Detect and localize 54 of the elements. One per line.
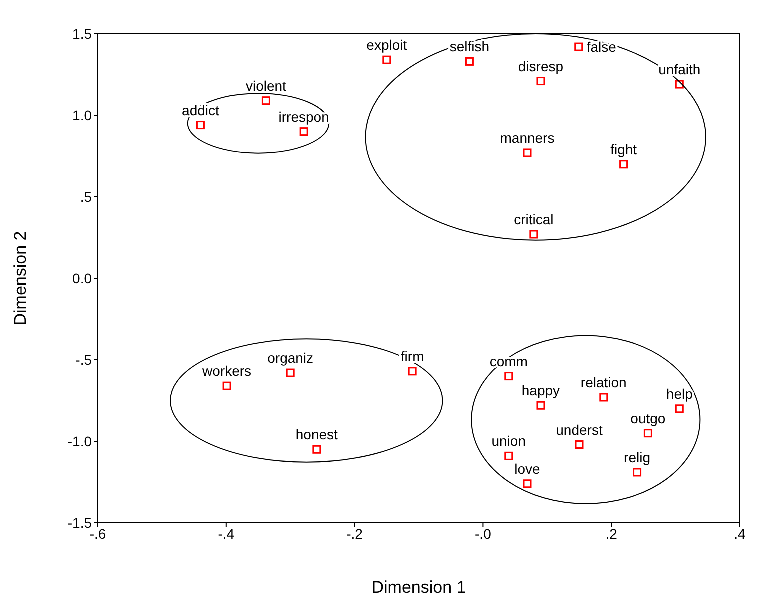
point	[504, 372, 514, 381]
annotation: fight	[610, 141, 638, 158]
point	[523, 480, 532, 488]
x-tick-label: .2	[606, 526, 618, 542]
point	[504, 452, 514, 460]
point	[300, 128, 308, 136]
annotation: relation	[580, 374, 627, 390]
annotation: manners	[500, 130, 555, 146]
point	[536, 77, 546, 86]
point	[600, 393, 608, 402]
annotation: workers	[202, 363, 252, 380]
point	[675, 80, 684, 89]
point	[382, 56, 392, 64]
y-tick-label: -1.0	[68, 433, 92, 450]
annotation: underst	[556, 422, 603, 438]
annotation: exploit	[366, 37, 408, 54]
y-tick-label: 0.0	[72, 270, 92, 286]
annotation: false	[586, 39, 617, 56]
x-tick-label: -.2	[346, 526, 364, 542]
annotation: help	[666, 386, 694, 402]
point	[620, 160, 628, 169]
x-axis-title: Dimension 1	[372, 578, 466, 597]
annotation: love	[514, 460, 541, 477]
point	[465, 57, 474, 66]
annotation: firm	[400, 348, 424, 364]
point	[644, 429, 652, 438]
annotation: selfish	[450, 38, 490, 55]
point	[536, 401, 546, 410]
point	[633, 468, 642, 477]
y-tick-label: 1.5	[72, 26, 92, 42]
point	[574, 42, 584, 52]
y-tick-label: -.5	[76, 352, 92, 368]
x-tick-label: -.0	[475, 526, 492, 542]
y-tick-label: -1.5	[68, 514, 92, 531]
point	[675, 404, 684, 414]
point	[196, 121, 205, 130]
annotation: relig	[624, 449, 651, 466]
annotation: critical	[514, 211, 554, 228]
x-tick-label: .4	[734, 526, 746, 542]
point	[530, 230, 538, 239]
annotation: outgo	[630, 410, 666, 426]
annotation: union	[492, 433, 526, 450]
y-axis-title: Dimension 2	[11, 231, 30, 326]
annotation: honest	[296, 426, 338, 443]
point	[523, 148, 532, 158]
x-tick-label: -.4	[218, 526, 235, 542]
annotation: disresp	[518, 58, 564, 74]
annotation: organiz	[268, 350, 314, 366]
point	[262, 96, 270, 106]
point	[575, 440, 584, 450]
annotation: happy	[522, 382, 560, 399]
annotation: violent	[246, 78, 287, 94]
y-tick-label: .5	[80, 188, 92, 205]
y-tick-label: 1.0	[72, 107, 92, 124]
